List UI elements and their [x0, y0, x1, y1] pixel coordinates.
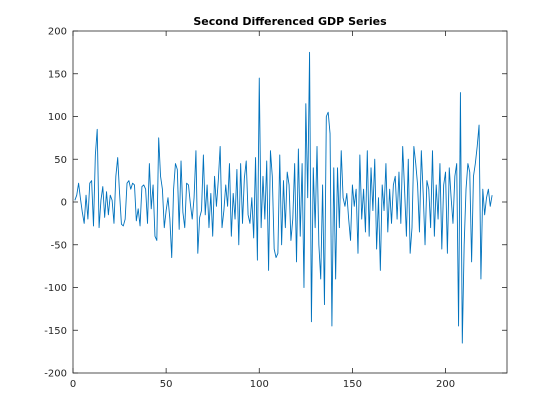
y-tick-label: 0 [61, 198, 67, 209]
tick-group: 0 50 100 150 200 -200 -150 -100 -50 0 50 100 150 200 [44, 27, 507, 390]
y-tick-label: -100 [44, 283, 67, 294]
series-line [74, 51, 493, 344]
series-group [74, 51, 493, 344]
x-tick-label: 100 [250, 379, 269, 390]
x-tick-label: 200 [436, 379, 455, 390]
y-tick-label: 50 [54, 155, 67, 166]
x-tick-label: 0 [70, 379, 76, 390]
x-tick-label: 50 [160, 379, 173, 390]
y-tick-label: 100 [48, 112, 67, 123]
plot-area: 0 50 100 150 200 -200 -150 -100 -50 0 50 100 150 200 [44, 27, 508, 390]
y-tick-label: 200 [48, 27, 67, 38]
y-tick-label: -150 [44, 326, 67, 337]
chart-title: Second Differenced GDP Series [193, 15, 387, 28]
y-tick-label: -50 [51, 240, 67, 251]
x-tick-label: 150 [343, 379, 362, 390]
y-tick-label: -200 [44, 369, 67, 380]
y-tick-label: 150 [48, 69, 67, 80]
